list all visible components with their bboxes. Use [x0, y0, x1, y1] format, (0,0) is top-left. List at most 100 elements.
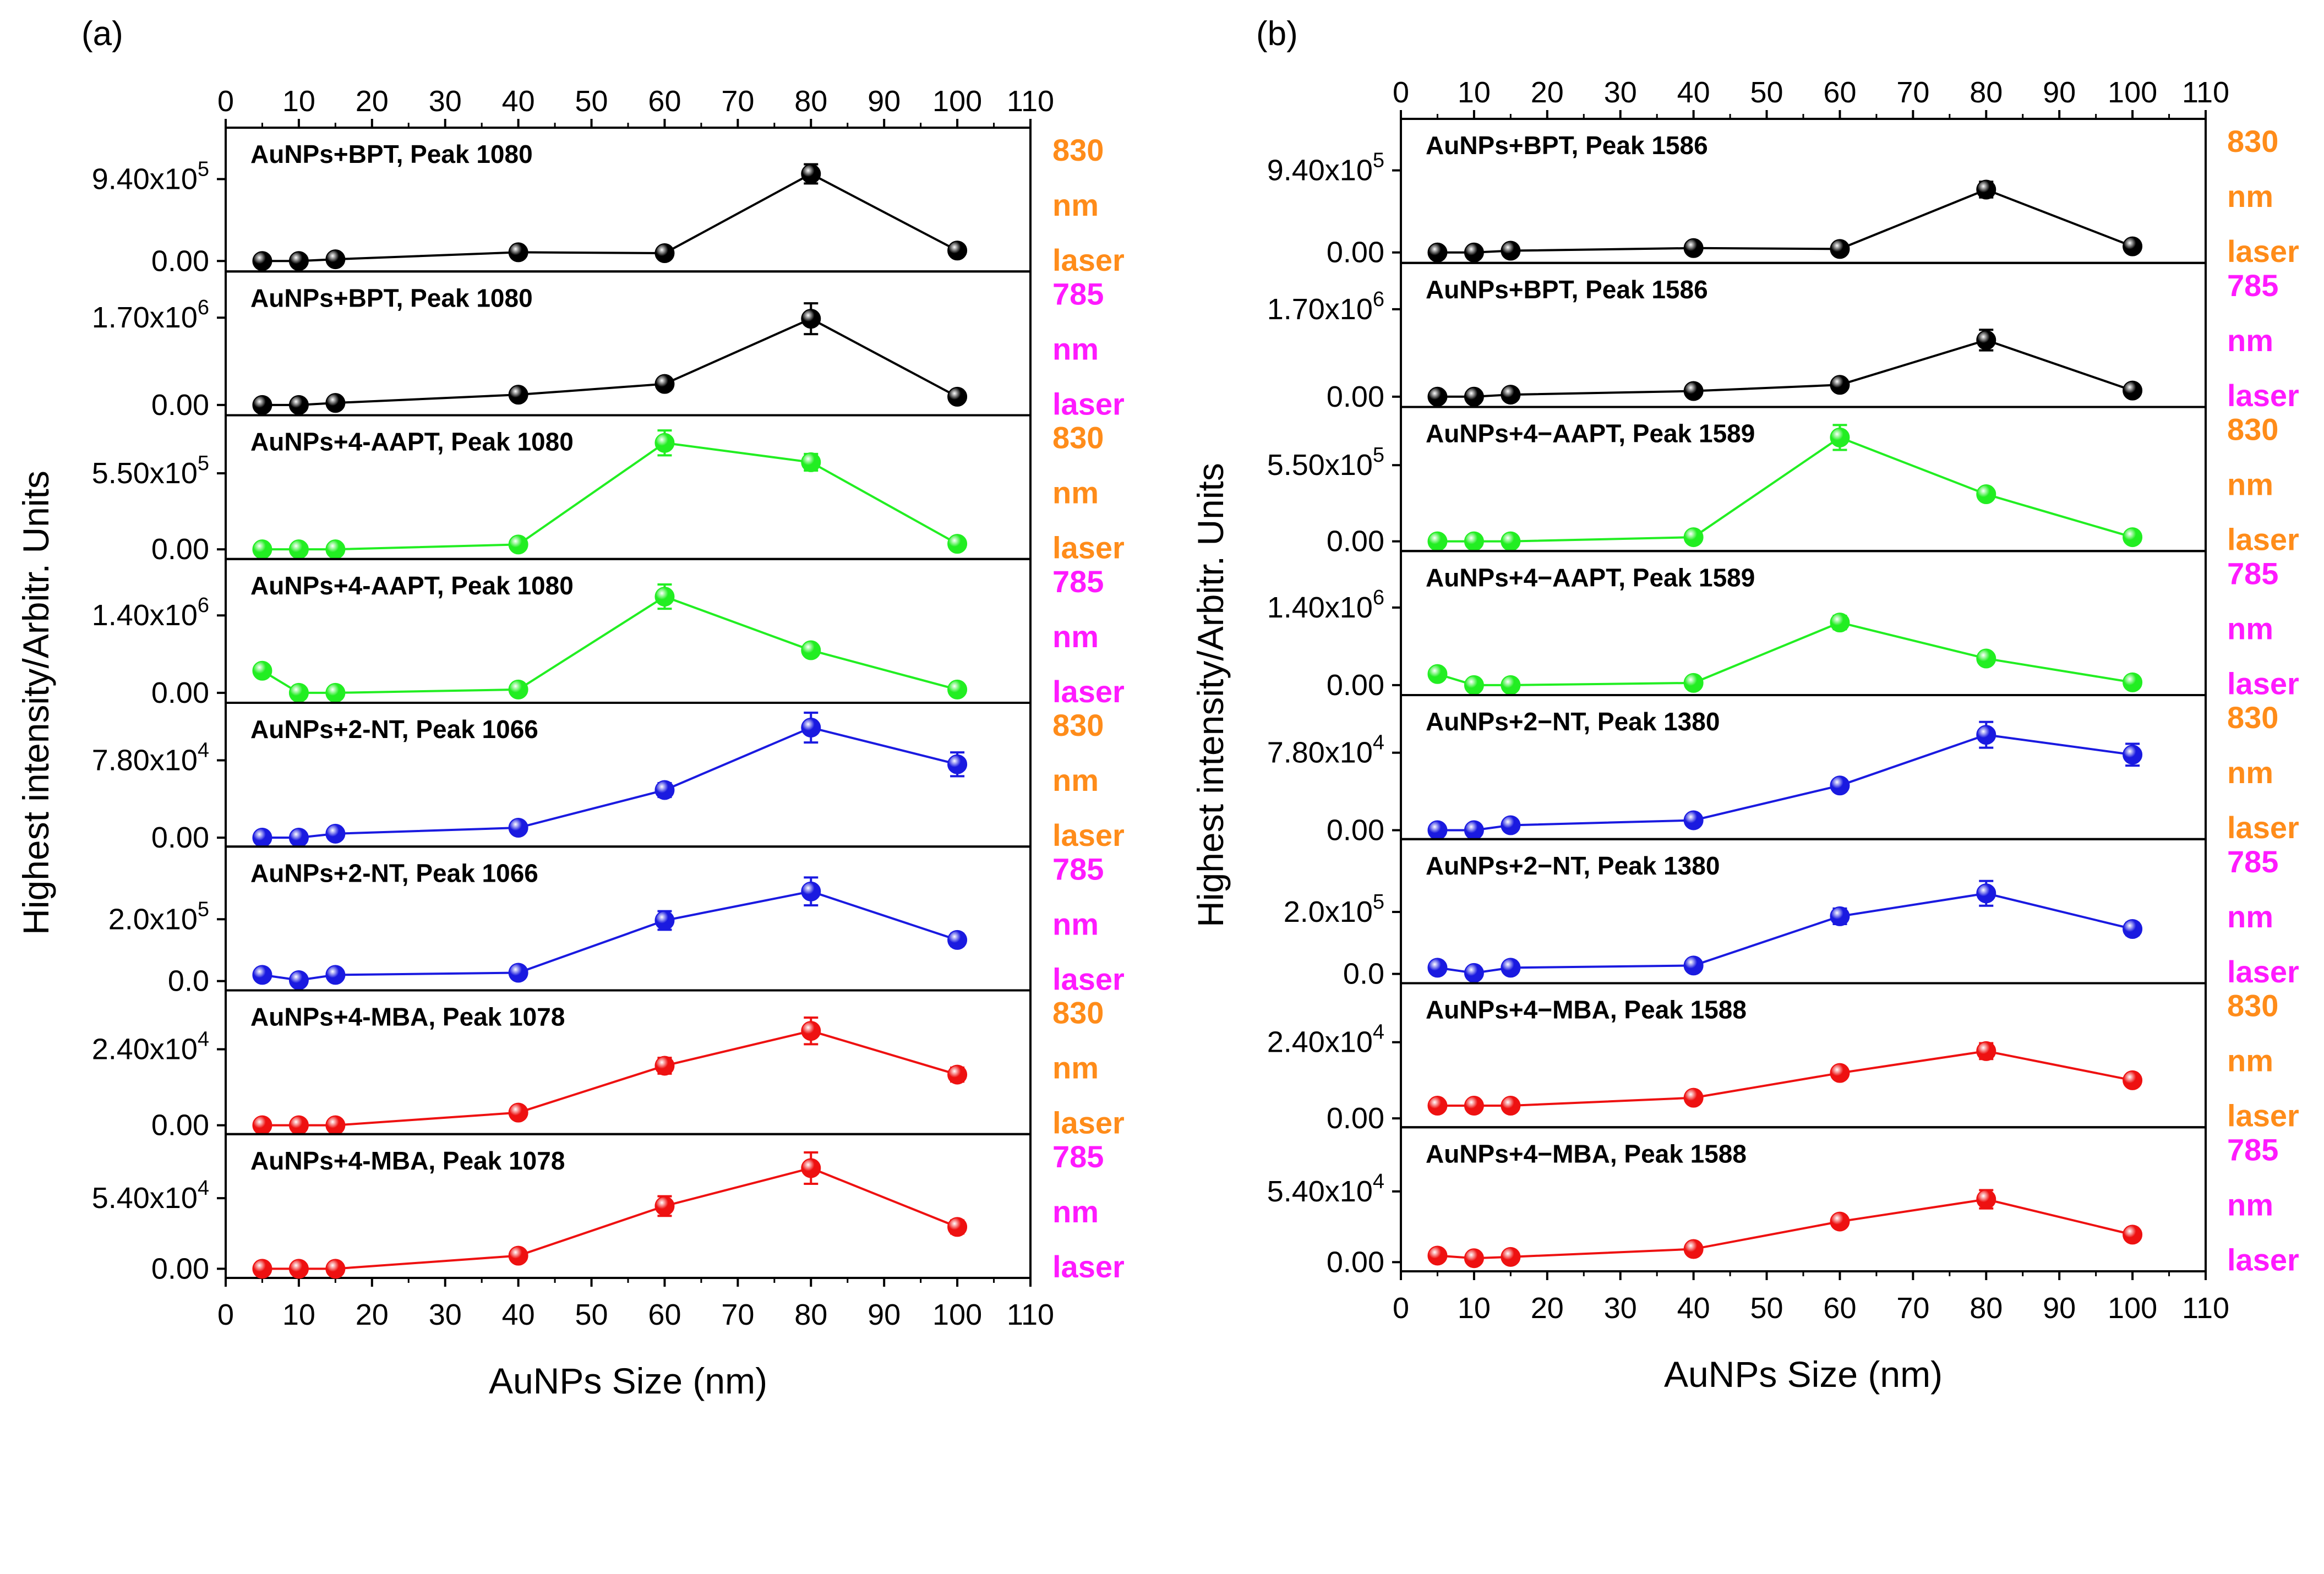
data-point — [801, 1158, 821, 1178]
y-tick-exponent: 5 — [1373, 890, 1384, 914]
subplot-title: AuNPs+4−MBA, Peak 1588 — [1426, 996, 1747, 1024]
data-point — [325, 1115, 346, 1135]
x-tick-label-top: 70 — [1896, 76, 1929, 109]
y-tick-label: 5.50x105 — [92, 452, 209, 490]
data-point — [1976, 648, 1996, 669]
laser-label: nm — [1052, 331, 1099, 366]
laser-label: nm — [1052, 1051, 1099, 1085]
y-tick-mantissa: 1.40x10 — [1267, 591, 1373, 624]
data-point — [947, 386, 968, 407]
x-tick-label-bottom: 60 — [1823, 1292, 1856, 1325]
data-point — [1501, 1096, 1521, 1116]
laser-label: nm — [1052, 619, 1099, 654]
x-tick-label-top: 110 — [2182, 76, 2229, 109]
data-point — [947, 1217, 968, 1237]
laser-label: nm — [2227, 179, 2273, 214]
laser-label: 785 — [1052, 1139, 1104, 1174]
data-point — [1830, 775, 1850, 796]
subplot-title: AuNPs+2−NT, Peak 1380 — [1426, 851, 1720, 880]
x-axis-label: AuNPs Size (nm) — [489, 1360, 767, 1401]
laser-label: laser — [2227, 666, 2299, 701]
x-tick-label-bottom: 100 — [932, 1298, 982, 1331]
laser-label: nm — [1052, 188, 1099, 222]
data-point — [1501, 675, 1521, 695]
y-tick-mantissa: 2.40x10 — [92, 1033, 198, 1066]
x-axis-label: AuNPs Size (nm) — [1664, 1354, 1943, 1395]
data-point — [325, 539, 346, 560]
data-point — [288, 682, 309, 703]
y-tick-label: 0.00 — [151, 1109, 209, 1142]
y-tick-label: 0.00 — [1327, 525, 1384, 558]
y-tick-label: 0.00 — [151, 1252, 209, 1285]
x-tick-label-bottom: 110 — [1007, 1298, 1054, 1331]
y-tick-exponent: 4 — [198, 739, 209, 762]
subplot: AuNPs+2-NT, Peak 1066 785 nm laser 0.0 2.0x10… — [108, 845, 1125, 998]
subplot-title: AuNPs+BPT, Peak 1586 — [1426, 275, 1708, 304]
subplot-title: AuNPs+4-AAPT, Peak 1080 — [250, 428, 574, 456]
subplot-frame — [225, 1133, 1032, 1279]
y-tick-label: 0.00 — [151, 533, 209, 566]
x-tick-label-top: 50 — [575, 85, 608, 118]
data-point — [508, 818, 528, 838]
data-point — [1427, 820, 1448, 840]
y-tick-mantissa: 7.80x10 — [1267, 736, 1373, 769]
laser-label: 830 — [2227, 988, 2278, 1023]
subplot: AuNPs+4−AAPT, Peak 1589 785 nm laser 0.00 1.4… — [1267, 550, 2299, 702]
laser-label: laser — [1052, 531, 1125, 565]
x-tick-label-top: 40 — [1677, 76, 1710, 109]
data-point — [288, 395, 309, 415]
subplot: AuNPs+4-AAPT, Peak 1080 830 nm laser 0.00 5.5… — [92, 414, 1125, 566]
subplot-title: AuNPs+BPT, Peak 1080 — [250, 283, 533, 312]
data-point — [252, 1115, 272, 1135]
laser-label: nm — [1052, 476, 1099, 510]
subplot: AuNPs+BPT, Peak 1080 830 nm laser 0.00 9.40x1… — [92, 127, 1125, 277]
y-tick-mantissa: 0.00 — [151, 676, 209, 709]
y-tick-mantissa: 5.40x10 — [92, 1182, 198, 1215]
y-tick-label: 5.50x105 — [1267, 444, 1384, 482]
y-tick-label: 1.70x106 — [1267, 288, 1384, 326]
subplot-title: AuNPs+4-MBA, Peak 1078 — [250, 1146, 565, 1175]
data-point — [801, 718, 821, 738]
y-tick-mantissa: 0.00 — [1327, 669, 1384, 702]
y-tick-label: 0.0 — [168, 965, 209, 998]
laser-label: 830 — [2227, 700, 2278, 735]
subplot-title: AuNPs+4−MBA, Peak 1588 — [1426, 1139, 1747, 1168]
data-point — [1501, 241, 1521, 261]
x-tick-label-bottom: 10 — [282, 1298, 315, 1331]
data-point — [947, 930, 968, 950]
laser-label: 830 — [2227, 124, 2278, 159]
laser-label: nm — [2227, 755, 2273, 790]
x-tick-label-top: 10 — [1458, 76, 1491, 109]
data-point — [2123, 672, 2143, 692]
data-point — [654, 433, 675, 453]
y-tick-label: 0.00 — [151, 389, 209, 422]
laser-label: laser — [1052, 961, 1125, 996]
laser-label: 830 — [1052, 996, 1104, 1030]
y-tick-label: 5.40x104 — [1267, 1170, 1384, 1208]
x-tick-label-top: 50 — [1750, 76, 1783, 109]
series-line — [1437, 892, 2133, 974]
y-tick-mantissa: 1.40x10 — [92, 599, 198, 632]
x-tick-label-top: 100 — [2108, 76, 2157, 109]
laser-label: 785 — [2227, 844, 2278, 879]
data-point — [654, 1196, 675, 1216]
data-point — [1427, 958, 1448, 978]
x-tick-label-top: 20 — [356, 85, 389, 118]
data-point — [654, 587, 675, 607]
data-point — [1501, 815, 1521, 835]
y-tick-mantissa: 1.70x10 — [92, 301, 198, 334]
data-point — [1464, 242, 1484, 263]
laser-label: laser — [2227, 378, 2299, 413]
data-point — [1427, 531, 1448, 551]
x-tick-label-bottom: 30 — [429, 1298, 462, 1331]
y-tick-mantissa: 2.40x10 — [1267, 1026, 1373, 1059]
x-tick-label-top: 60 — [648, 85, 681, 118]
subplot: AuNPs+BPT, Peak 1080 785 nm laser 0.00 1.70x1… — [92, 270, 1125, 422]
subplot: AuNPs+4−AAPT, Peak 1589 830 nm laser 0.00 5.5… — [1267, 406, 2299, 558]
y-tick-exponent: 6 — [198, 296, 209, 319]
data-point — [654, 1056, 675, 1076]
x-tick-label-bottom: 80 — [1970, 1292, 2003, 1325]
y-tick-mantissa: 9.40x10 — [92, 162, 198, 195]
y-tick-mantissa: 9.40x10 — [1267, 154, 1373, 187]
data-point — [1464, 531, 1484, 551]
